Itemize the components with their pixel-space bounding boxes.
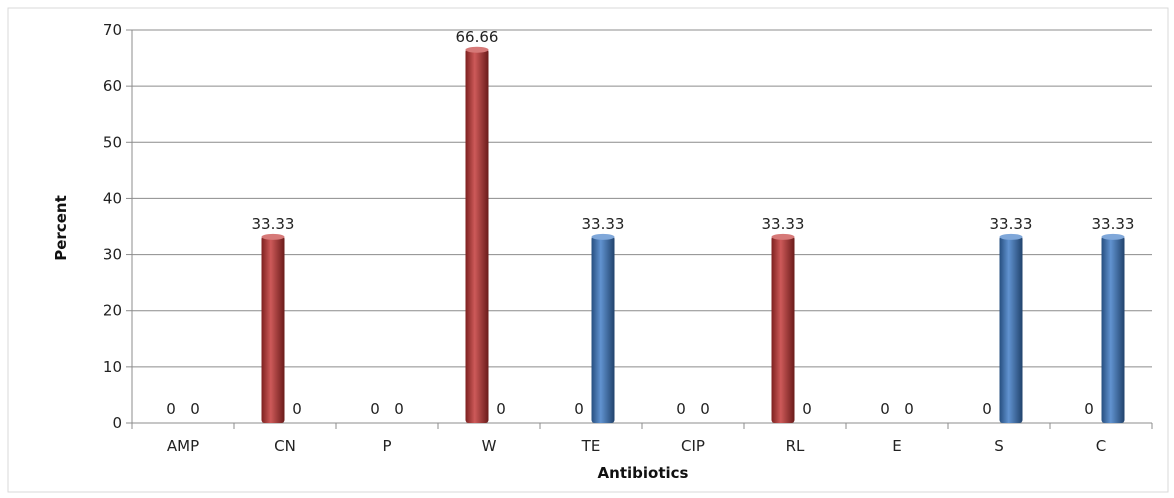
x-tick-label: C: [1096, 437, 1106, 455]
y-tick-label: 60: [103, 77, 122, 95]
data-label: 33.33: [762, 215, 805, 233]
bar-cap: [465, 46, 489, 53]
data-label: 0: [700, 400, 710, 418]
x-tick-label: P: [382, 437, 391, 455]
data-label: 0: [292, 400, 302, 418]
data-label: 33.33: [582, 215, 625, 233]
x-tick-label: E: [892, 437, 901, 455]
x-tick-label: S: [994, 437, 1004, 455]
data-label: 0: [1084, 400, 1094, 418]
x-tick-label: W: [482, 437, 497, 455]
data-label: 0: [370, 400, 380, 418]
data-label: 33.33: [1092, 215, 1135, 233]
bar-cn-series-1: [261, 235, 285, 423]
data-label: 0: [676, 400, 686, 418]
bar-cap: [999, 233, 1023, 240]
data-label: 66.66: [456, 28, 499, 46]
axes: 0 10 20 30 40 50 60 70 AMP CN P W TE CIP RL E S C: [103, 21, 1153, 455]
x-tick-label: RL: [786, 437, 805, 455]
bar-s-series-2: [999, 235, 1023, 423]
bar-rl-series-1: [771, 235, 795, 423]
data-label: 33.33: [252, 215, 295, 233]
data-label: 0: [904, 400, 914, 418]
bar-cap: [261, 233, 285, 240]
data-label: 0: [496, 400, 506, 418]
data-label: 0: [880, 400, 890, 418]
data-label: 0: [190, 400, 200, 418]
chart-border: [7, 7, 1169, 493]
data-label: 0: [982, 400, 992, 418]
data-label: 0: [394, 400, 404, 418]
y-tick-label: 40: [103, 189, 122, 207]
bar-w-series-1: [465, 48, 489, 424]
x-tick-label: CIP: [681, 437, 705, 455]
bar-te-series-2: [591, 235, 615, 423]
x-tick-label: AMP: [167, 437, 199, 455]
gridlines: [132, 29, 1152, 368]
y-axis-title: Percent: [52, 195, 70, 260]
bar-cap: [1101, 233, 1125, 240]
x-tick-label: CN: [274, 437, 296, 455]
data-label: 0: [574, 400, 584, 418]
x-tick-label: TE: [581, 437, 601, 455]
y-tick-label: 10: [103, 358, 122, 376]
bars: [261, 46, 1125, 424]
data-label: 0: [166, 400, 176, 418]
x-axis-title: Antibiotics: [598, 464, 689, 482]
bar-cap: [771, 233, 795, 240]
y-tick-label: 30: [103, 246, 122, 264]
y-tick-label: 70: [103, 21, 122, 39]
bar-c-series-2: [1101, 235, 1125, 423]
y-tick-label: 0: [112, 414, 122, 432]
y-tick-label: 50: [103, 133, 122, 151]
data-label: 33.33: [990, 215, 1033, 233]
bar-cap: [591, 233, 615, 240]
y-tick-label: 20: [103, 302, 122, 320]
data-label: 0: [802, 400, 812, 418]
